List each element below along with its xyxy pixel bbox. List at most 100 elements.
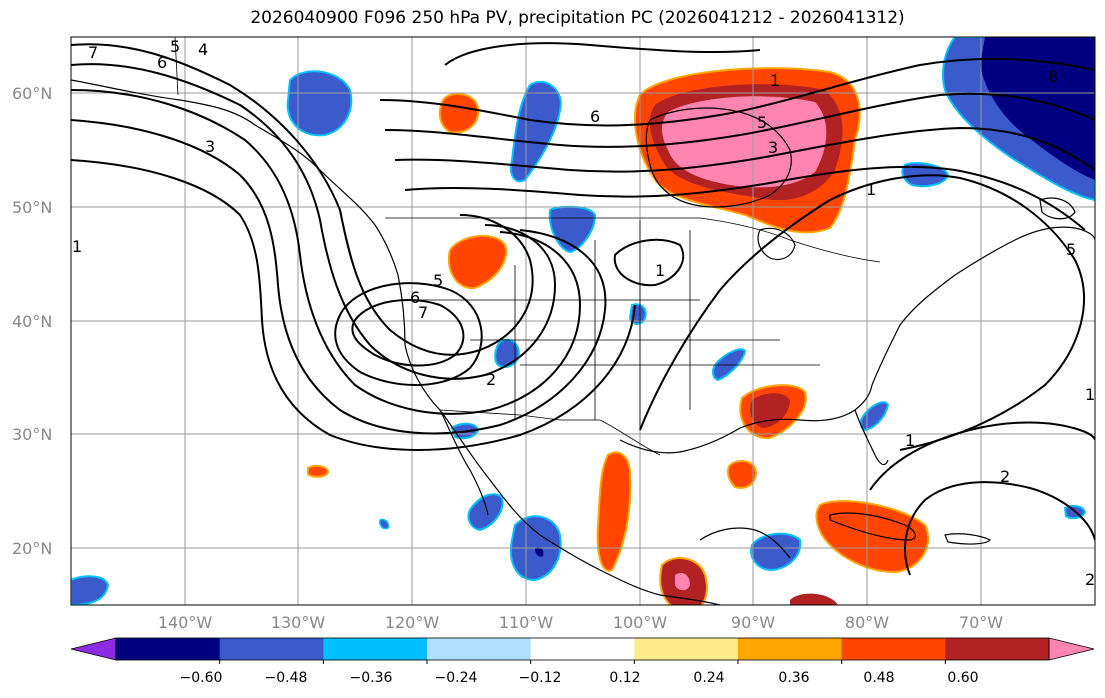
colorbar-ticks: −0.60 −0.48 −0.36 −0.24 −0.12 0.12 0.24 …: [180, 670, 979, 686]
lat-label-40n: 40°N: [12, 312, 52, 331]
contour-label: 2: [1000, 467, 1010, 486]
contour-label: 1: [866, 180, 876, 199]
contour-label: 7: [88, 43, 98, 62]
contour-label: 4: [198, 40, 208, 59]
colorbar-bin: [530, 638, 635, 660]
colorbar-tick-label: 0.12: [609, 670, 640, 686]
colorbar-tick-label: 0.60: [947, 670, 978, 686]
pv-contour-zonal-1: [379, 57, 1095, 127]
colorbar-bin: [219, 638, 324, 660]
contour-label: 5: [433, 271, 443, 290]
coastline-great-lakes: [757, 227, 796, 261]
lat-label-50n: 50°N: [12, 198, 52, 217]
coastline-florida: [854, 409, 889, 466]
contour-label: 6: [410, 288, 420, 307]
colorbar-bin: [945, 638, 1050, 660]
colorbar-tick-label: −0.48: [265, 670, 308, 686]
pv-contour-west-trough-4: [71, 119, 607, 435]
colorbar-bin: [841, 638, 946, 660]
colorbar-tick-label: −0.12: [519, 670, 562, 686]
precip-anomaly-bc: [438, 92, 480, 134]
precip-anomaly-pacific-southwest: [71, 575, 110, 605]
colorbar-tick-label: 0.36: [778, 670, 809, 686]
latitude-labels: 60°N 50°N 40°N 30°N 20°N: [12, 84, 52, 558]
lon-label-120w: 120°W: [385, 613, 440, 632]
border-alaska: [174, 37, 179, 96]
contour-label: 8: [1048, 67, 1058, 86]
precip-anomaly-gulf: [726, 459, 758, 489]
contour-label: 5: [170, 37, 180, 56]
precip-anomaly-idaho: [447, 234, 507, 290]
precip-anomaly-gulf-of-alaska: [286, 70, 353, 137]
colorbar-tick-label: 0.48: [863, 670, 894, 686]
map-frame: [70, 36, 1096, 606]
pv-contour-cutoff-inner: [351, 299, 465, 367]
pv-contours: [71, 42, 1095, 576]
political-borders: [174, 37, 881, 456]
coastline-hispaniola: [944, 533, 992, 545]
coastline-newfoundland: [1039, 197, 1076, 220]
precip-anomaly-mexico-south-core: [675, 573, 690, 591]
precip-anomaly-great-basin: [494, 338, 520, 368]
pv-contour-cutoff-mid: [334, 282, 483, 386]
lon-label-90w: 90°W: [731, 613, 775, 632]
pv-contour-east-ridge-2: [869, 421, 1095, 491]
colorbar: [70, 637, 1095, 664]
coastline-yucatan: [699, 527, 791, 559]
colorbar-tick-label: 0.24: [693, 670, 724, 686]
border-us-mexico: [439, 409, 661, 456]
lon-label-80w: 80°W: [845, 613, 889, 632]
colorbar-bin: [427, 638, 532, 660]
coastlines: [71, 79, 1095, 605]
contour-label: 3: [205, 137, 215, 156]
pv-contour-caribbean: [904, 481, 1095, 576]
pv-contour-north-loop: [444, 42, 761, 66]
colorbar-bin: [116, 638, 221, 660]
pv-contour-zonal-4: [404, 165, 1086, 231]
gridlines: [71, 37, 1095, 605]
pv-contour-zonal-2: [384, 92, 1095, 148]
colorbar-extend-high: [1048, 637, 1095, 661]
contour-labels: 7 6 5 4 3 1 6 5 1 3 7 6 5 2 1 2 1 2 8 1 …: [72, 37, 1095, 589]
pv-contour-east-ridge: [639, 174, 1085, 451]
precip-anomaly-central-america: [790, 593, 838, 605]
border-states-1: [514, 220, 691, 430]
colorbar-bin: [634, 638, 739, 660]
precip-anomaly-mexico-pacific-core: [535, 547, 544, 557]
map-title: 2026040900 F096 250 hPa PV, precipitatio…: [250, 8, 905, 28]
lon-label-130w: 130°W: [271, 613, 326, 632]
colorbar-bin: [323, 638, 428, 660]
lat-label-60n: 60°N: [12, 84, 52, 103]
precip-anomaly-canada-core: [662, 96, 827, 188]
colorbar-tick-label: −0.36: [350, 670, 393, 686]
contour-label: 1: [905, 431, 915, 450]
colorbar-tick-label: −0.24: [435, 670, 478, 686]
contour-label: 3: [768, 138, 778, 157]
coastline-baja: [439, 409, 489, 516]
pv-contour-west-trough-5: [71, 159, 636, 451]
contour-label: 7: [418, 303, 428, 322]
lon-label-110w: 110°W: [499, 613, 554, 632]
precip-anomaly-mexico-west: [596, 451, 632, 572]
contour-label: 6: [157, 53, 167, 72]
colorbar-extend-low: [70, 637, 117, 661]
colorbar-frame: [115, 637, 1050, 661]
contour-label: 5: [1066, 240, 1076, 259]
contour-label: 2: [486, 370, 496, 389]
colorbar-tick-label: −0.60: [180, 670, 223, 686]
contour-label: 1: [72, 237, 82, 256]
contour-label: 1: [1085, 385, 1095, 404]
coastline-gulf: [619, 384, 873, 454]
longitude-labels: 140°W 130°W 120°W 110°W 100°W 90°W 80°W …: [158, 613, 1003, 632]
coastline-hudson-bay: [645, 107, 792, 208]
contour-label: 1: [655, 261, 665, 280]
contour-label: 1: [770, 71, 780, 90]
precip-anomaly-yucatan: [750, 532, 802, 572]
coastline-alaska-panhandle: [71, 79, 721, 605]
colorbar-bin: [738, 638, 843, 660]
pv-contour-west-trough-3: [71, 89, 582, 415]
lat-label-20n: 20°N: [12, 539, 52, 558]
lon-label-100w: 100°W: [613, 613, 668, 632]
pv-contour-west-trough-1: [71, 43, 534, 356]
